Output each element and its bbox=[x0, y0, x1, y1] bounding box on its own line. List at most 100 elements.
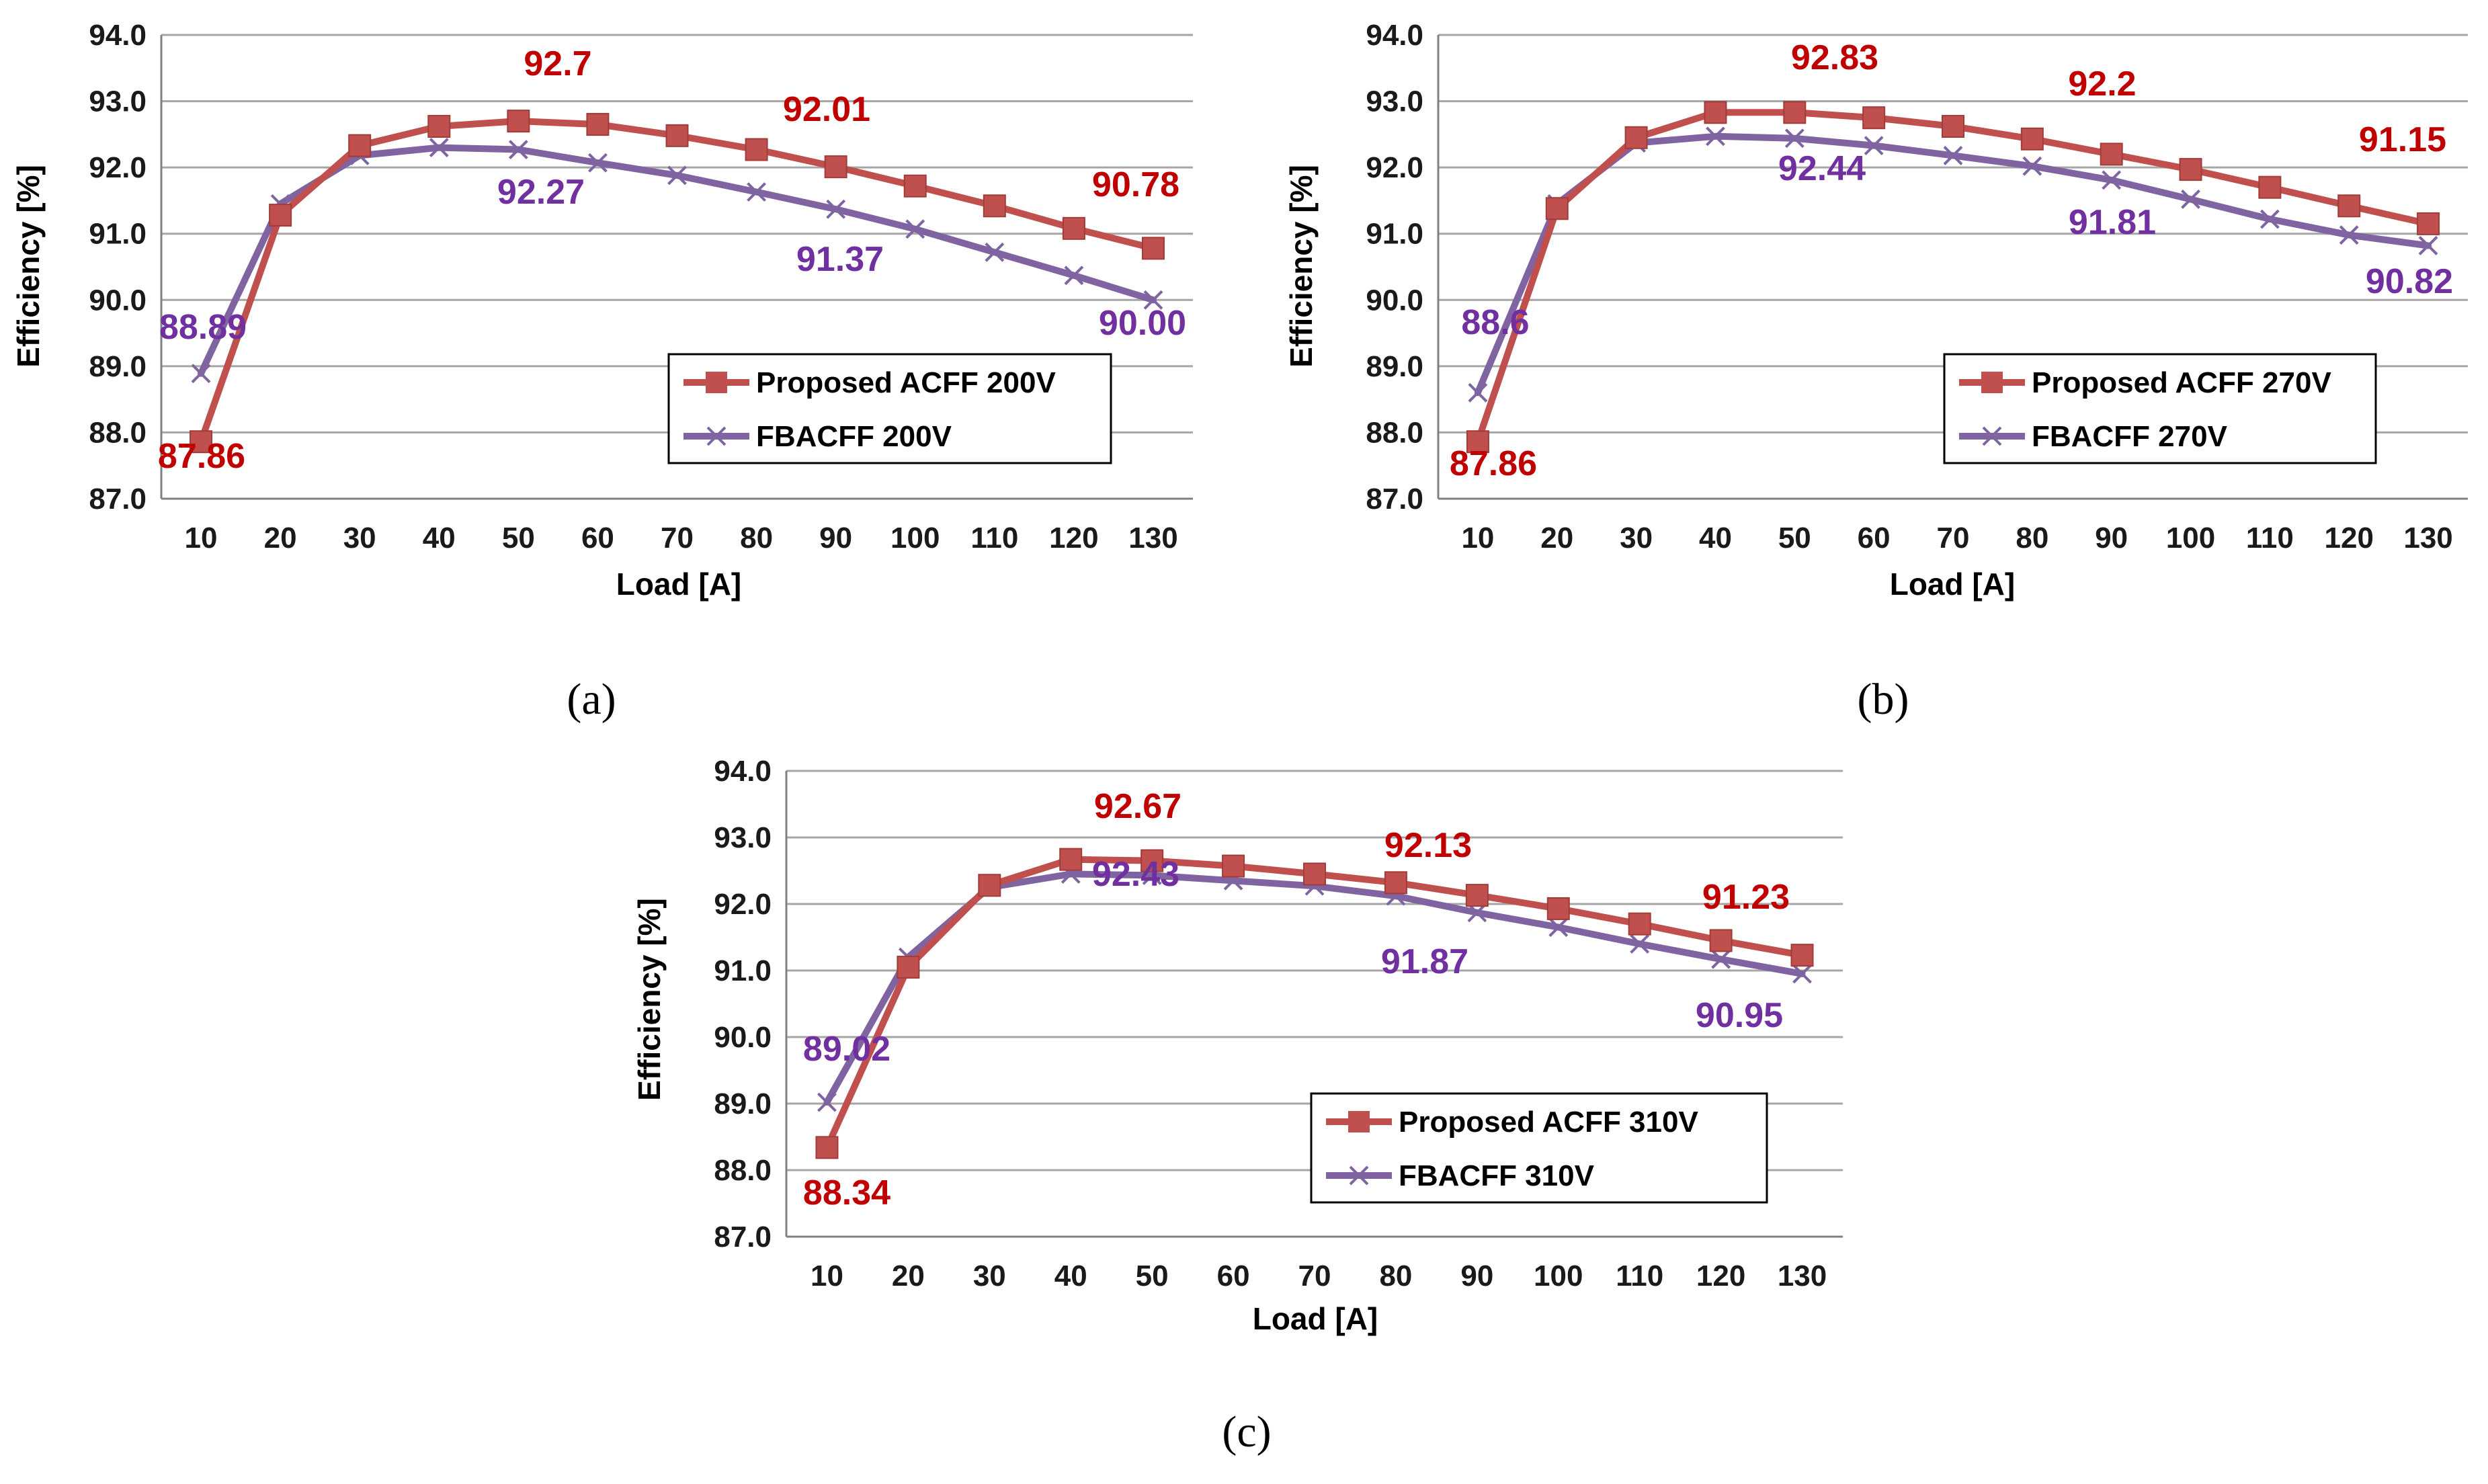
y-tick-label: 90.0 bbox=[714, 1021, 772, 1054]
data-label-fbacff: 89.02 bbox=[803, 1030, 890, 1069]
data-point-fbacff bbox=[2181, 190, 2200, 209]
data-label-fbacff: 92.43 bbox=[1092, 855, 1179, 894]
legend: Proposed ACFF 310V FBACFF 310V bbox=[1310, 1092, 1768, 1204]
data-point-proposed bbox=[1141, 849, 1164, 872]
legend-marker-square bbox=[706, 372, 727, 393]
y-tick-label: 90.0 bbox=[1366, 284, 1423, 317]
data-point-fbacff bbox=[508, 140, 528, 159]
data-label-fbacff: 91.37 bbox=[796, 240, 884, 279]
x-marker-stroke bbox=[1706, 126, 1725, 147]
x-axis-title: Load [A] bbox=[1890, 567, 2016, 602]
data-point-fbacff bbox=[2102, 170, 2122, 190]
data-point-proposed bbox=[190, 430, 213, 454]
x-marker-stroke bbox=[826, 199, 846, 219]
data-point-fbacff bbox=[1548, 917, 1569, 938]
y-tick-label: 91.0 bbox=[714, 954, 772, 987]
data-point-proposed bbox=[1545, 197, 1569, 220]
data-point-fbacff bbox=[1143, 290, 1163, 310]
data-point-proposed bbox=[1546, 897, 1570, 920]
data-point-proposed bbox=[269, 204, 292, 227]
y-tick-label: 92.0 bbox=[714, 888, 772, 921]
x-tick-label: 30 bbox=[1620, 522, 1653, 554]
x-tick-label: 80 bbox=[740, 522, 773, 554]
data-point-proposed bbox=[903, 174, 927, 198]
data-point-proposed bbox=[1059, 848, 1083, 871]
data-point-proposed bbox=[1942, 115, 1964, 138]
data-point-proposed bbox=[1141, 237, 1165, 260]
x-tick-label: 100 bbox=[1534, 1260, 1583, 1292]
data-point-proposed bbox=[824, 155, 847, 179]
x-tick-label: 30 bbox=[973, 1260, 1006, 1292]
y-tick-label: 91.0 bbox=[89, 218, 147, 251]
x-marker-stroke bbox=[817, 1092, 837, 1112]
data-point-fbacff bbox=[2022, 156, 2042, 176]
data-label-proposed: 92.67 bbox=[1094, 787, 1181, 826]
panel-label: (c) bbox=[1222, 1407, 1271, 1456]
data-label-proposed: 91.23 bbox=[1702, 878, 1790, 917]
data-point-fbacff bbox=[1711, 949, 1731, 969]
y-tick-label: 88.0 bbox=[714, 1154, 772, 1187]
data-label-fbacff: 92.27 bbox=[497, 173, 585, 212]
x-tick-label: 60 bbox=[1217, 1260, 1250, 1292]
x-marker-stroke bbox=[1784, 128, 1805, 149]
data-point-fbacff bbox=[2259, 209, 2280, 229]
legend-entry-label: FBACFF 310V bbox=[1399, 1159, 1595, 1192]
x-marker-stroke bbox=[1864, 136, 1884, 156]
data-point-proposed bbox=[1628, 912, 1651, 936]
data-label-fbacff: 91.87 bbox=[1381, 942, 1468, 981]
chart-panel-1: 87.0 88.0 89.0 90.0 91.0 92.0 93.0 94.0 10 20 30 40… bbox=[11, 19, 1193, 724]
x-tick-label: 130 bbox=[1128, 522, 1177, 554]
data-label-proposed: 92.13 bbox=[1384, 826, 1472, 865]
x-tick-label: 50 bbox=[1778, 522, 1811, 554]
y-tick-label: 89.0 bbox=[89, 350, 147, 383]
data-label-fbacff: 91.81 bbox=[2069, 203, 2156, 242]
x-tick-label: 20 bbox=[892, 1260, 925, 1292]
data-point-proposed bbox=[1222, 854, 1245, 878]
x-tick-label: 20 bbox=[264, 522, 297, 554]
x-marker-stroke bbox=[2259, 209, 2280, 229]
x-axis-title: Load [A] bbox=[1253, 1301, 1378, 1336]
data-point-proposed bbox=[1303, 862, 1326, 886]
data-point-fbacff bbox=[1784, 128, 1805, 149]
x-marker-stroke bbox=[1143, 290, 1163, 310]
x-marker-stroke bbox=[1064, 265, 1084, 286]
data-point-proposed bbox=[983, 194, 1006, 218]
x-tick-label: 120 bbox=[1696, 1260, 1745, 1292]
x-marker-stroke bbox=[1630, 934, 1650, 954]
x-tick-label: 50 bbox=[1136, 1260, 1169, 1292]
data-point-proposed bbox=[1790, 944, 1814, 967]
data-point-fbacff bbox=[2339, 225, 2359, 245]
data-point-proposed bbox=[586, 113, 610, 136]
data-point-fbacff bbox=[985, 242, 1005, 262]
chart-panel-2: 87.0 88.0 89.0 90.0 91.0 92.0 93.0 94.0 10 20 30 40… bbox=[1284, 19, 2468, 724]
legend-box bbox=[1943, 353, 2377, 464]
x-tick-label: 110 bbox=[1616, 1260, 1663, 1292]
data-label-proposed: 87.86 bbox=[1450, 444, 1537, 483]
x-tick-label: 110 bbox=[970, 522, 1018, 554]
x-tick-label: 20 bbox=[1540, 522, 1573, 554]
data-point-proposed bbox=[507, 110, 530, 133]
data-label-fbacff: 88.89 bbox=[159, 308, 247, 347]
data-point-fbacff bbox=[817, 1092, 837, 1112]
y-tick-label: 91.0 bbox=[1366, 218, 1423, 251]
x-tick-label: 30 bbox=[343, 522, 376, 554]
data-point-fbacff bbox=[588, 153, 608, 173]
data-point-fbacff bbox=[429, 138, 449, 157]
y-axis-title: Efficiency [%] bbox=[11, 165, 46, 368]
legend-marker-square bbox=[1981, 372, 2003, 393]
x-marker-stroke bbox=[2102, 170, 2122, 190]
x-marker-stroke bbox=[747, 182, 766, 202]
x-tick-label: 70 bbox=[661, 522, 694, 554]
data-point-proposed bbox=[1062, 216, 1085, 240]
legend-entry-label: FBACFF 200V bbox=[756, 420, 952, 453]
x-tick-label: 100 bbox=[890, 522, 940, 554]
x-tick-label: 40 bbox=[1054, 1260, 1087, 1292]
x-marker-stroke bbox=[2022, 156, 2042, 176]
data-point-proposed bbox=[1465, 884, 1489, 907]
data-label-proposed: 91.15 bbox=[2359, 120, 2446, 159]
legend-marker-x bbox=[706, 426, 727, 446]
x-axis-title: Load [A] bbox=[616, 567, 742, 602]
x-tick-label: 10 bbox=[811, 1260, 843, 1292]
legend-entry-label: Proposed ACFF 270V bbox=[2032, 366, 2331, 399]
y-tick-label: 87.0 bbox=[714, 1221, 772, 1253]
